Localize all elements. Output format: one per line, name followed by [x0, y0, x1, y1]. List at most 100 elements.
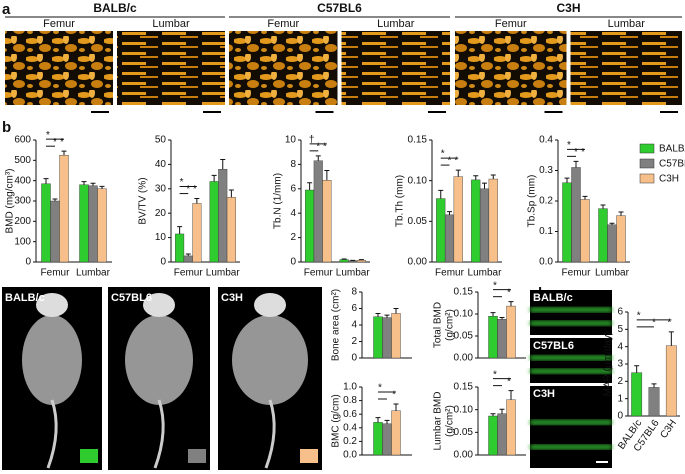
fluor-image [530, 386, 612, 468]
error-bar [375, 417, 381, 423]
significance-mark: * [441, 149, 445, 160]
significance-mark: * [193, 184, 197, 195]
bar [373, 422, 383, 456]
significance-mark: * [667, 318, 671, 329]
error-bar [508, 390, 514, 400]
microct-image [570, 31, 682, 105]
y-tick-label: 0.00 [454, 450, 474, 461]
y-tick-label: 300 [14, 196, 31, 207]
panel-label: a [2, 1, 11, 18]
error-bar [43, 178, 49, 184]
error-bar [490, 312, 496, 317]
site-label: Femur [43, 18, 75, 30]
color-key [300, 449, 318, 463]
y-tick-label: 8 [351, 287, 357, 298]
bar [488, 415, 498, 456]
significance-mark: * [507, 287, 511, 298]
x-tick-label: Femur [304, 268, 334, 279]
y-tick-label: 4 [617, 341, 623, 352]
bar [175, 233, 185, 263]
error-bar [600, 204, 606, 209]
y-tick-label: 3 [617, 359, 623, 370]
significance-mark: * [180, 177, 184, 188]
bar [382, 317, 392, 359]
site-label: Lumbar [377, 18, 415, 30]
y-axis-label: Tb.Th (mm) [395, 175, 406, 227]
y-tick-label: 400 [14, 175, 31, 186]
legend-swatch [639, 158, 655, 169]
y-tick-label: 0.10 [408, 175, 428, 186]
y-tick-label: 1 [617, 393, 623, 404]
y-tick-label: 200 [14, 216, 31, 227]
bar [444, 214, 455, 263]
error-bar [324, 170, 330, 181]
fluor-image [530, 290, 612, 335]
chart: 0.00.10.20.30.4Tb.Sp (mm)Femur Lumbar** * [527, 135, 630, 279]
microct-image [5, 31, 113, 105]
bar [382, 423, 392, 456]
bar [562, 182, 572, 263]
error-bar [609, 222, 615, 225]
bar [453, 176, 463, 263]
y-tick-label: 0.6 [343, 409, 357, 420]
bar [209, 181, 219, 263]
x-tick-label: Femur [562, 268, 592, 279]
y-tick-label: 0.2 [343, 436, 357, 447]
error-bar [438, 189, 444, 199]
error-bar [490, 174, 496, 180]
bar [506, 305, 516, 359]
error-bar [52, 198, 58, 201]
significance-mark: * [567, 140, 571, 151]
xray-head [143, 293, 175, 317]
bar [497, 319, 507, 359]
site-label: Femur [267, 18, 299, 30]
y-tick-label: 0.15 [408, 135, 428, 146]
y-tick-label: 0.1 [539, 226, 553, 237]
bar [488, 178, 498, 263]
strain-label: BALB/c [93, 1, 137, 15]
y-axis-label: BMD (mg/cm³) [5, 169, 16, 234]
error-bar [228, 189, 234, 198]
error-bar [194, 198, 200, 204]
significance-mark: * [448, 156, 452, 167]
error-bar [455, 169, 461, 177]
error-bar [393, 403, 399, 411]
bar [218, 169, 228, 263]
bar [59, 155, 69, 263]
bar [183, 255, 193, 263]
error-bar [61, 150, 67, 156]
y-tick-label: 0.4 [343, 422, 357, 433]
y-tick-label: 0 [25, 257, 31, 268]
bar [391, 313, 401, 359]
fluor-band [530, 368, 612, 374]
significance-mark: * [186, 184, 190, 195]
bar [391, 410, 401, 456]
y-tick-label: 500 [14, 155, 31, 166]
x-tick-label: Lumbar [76, 268, 111, 279]
significance-mark: * [493, 280, 497, 291]
microct-image [117, 31, 225, 105]
y-tick-label: 0.4 [539, 135, 553, 146]
y-tick-label: 100 [14, 236, 31, 247]
y-tick-label: 40 [155, 159, 167, 170]
error-bar [447, 211, 452, 215]
error-bar [393, 308, 399, 314]
bar [88, 185, 98, 263]
error-bar [490, 413, 496, 417]
fluor-band [530, 419, 612, 425]
xray-tail [46, 399, 58, 469]
bar [631, 372, 643, 417]
strain-label: C57BL6 [317, 1, 362, 15]
bar [373, 316, 383, 359]
bar [598, 208, 608, 263]
y-tick-label: 0.15 [454, 287, 474, 298]
error-bar [482, 182, 487, 189]
error-bar [473, 175, 479, 180]
error-bar [573, 160, 579, 168]
significance-mark: * [574, 147, 578, 158]
error-bar [564, 177, 570, 183]
